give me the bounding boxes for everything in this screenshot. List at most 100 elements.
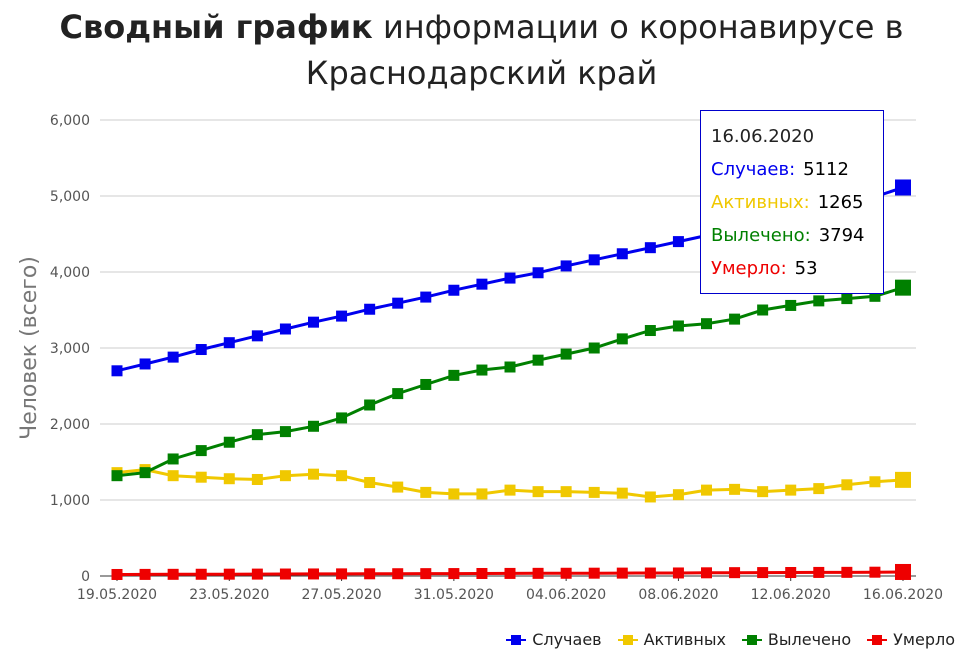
data-point: [644, 242, 656, 254]
data-point: [504, 484, 516, 496]
tooltip-row-active: Активных: 1265: [711, 189, 873, 222]
data-point: [195, 568, 207, 580]
data-point: [392, 297, 404, 309]
data-point: [895, 179, 911, 196]
tooltip-value: 53: [794, 258, 818, 279]
data-point: [251, 330, 263, 342]
y-tick-label: 4,000: [50, 265, 90, 281]
data-point: [392, 481, 404, 493]
data-point: [757, 567, 769, 579]
data-point: [448, 568, 460, 580]
data-point: [364, 399, 376, 411]
data-point: [616, 567, 628, 579]
x-tick-label: 16.06.2020: [863, 587, 943, 603]
data-point: [701, 318, 712, 330]
legend-item-active[interactable]: Активных: [617, 630, 726, 649]
data-point: [560, 260, 572, 272]
tooltip-label: Случаев:: [711, 159, 796, 180]
data-point: [532, 354, 544, 366]
data-point: [167, 453, 179, 465]
data-point: [139, 568, 151, 580]
data-point: [560, 348, 572, 360]
data-point: [364, 303, 376, 315]
legend-item-cases[interactable]: Случаев: [506, 630, 602, 649]
data-point: [139, 467, 151, 479]
data-point: [111, 470, 123, 482]
chart-title-bold: Сводный график: [59, 8, 373, 46]
y-tick-label: 1,000: [50, 493, 90, 509]
x-tick-label: 23.05.2020: [189, 587, 269, 603]
data-point: [504, 567, 516, 579]
x-tick-label: 12.06.2020: [751, 587, 831, 603]
tooltip-value: 3794: [818, 225, 865, 246]
data-point: [476, 567, 488, 579]
y-tick-label: 2,000: [50, 417, 90, 433]
data-point: [195, 445, 207, 457]
chart-legend: Случаев Активных Вылечено Умерло: [490, 630, 955, 649]
data-point: [588, 254, 600, 266]
legend-label: Случаев: [532, 630, 602, 649]
data-point: [420, 568, 432, 580]
data-point: [420, 291, 432, 303]
data-point: [701, 567, 712, 579]
x-tick-label: 08.06.2020: [638, 587, 718, 603]
y-tick-label: 3,000: [50, 341, 90, 357]
data-point: [616, 487, 628, 499]
data-point: [729, 483, 741, 495]
y-tick-label: 6,000: [50, 113, 90, 129]
y-axis-label: Человек (всего): [17, 256, 42, 440]
x-tick-label: 27.05.2020: [301, 587, 381, 603]
data-point: [588, 486, 600, 498]
data-point: [701, 484, 712, 496]
data-point: [841, 293, 853, 305]
data-point: [336, 310, 348, 322]
tooltip-row-cases: Случаев: 5112: [711, 156, 873, 189]
data-point: [560, 486, 572, 498]
data-point: [476, 278, 488, 290]
data-point: [672, 489, 684, 501]
data-point: [532, 486, 544, 498]
tooltip-row-recovered: Вылечено: 3794: [711, 222, 873, 255]
data-point: [616, 248, 628, 260]
legend-item-recovered[interactable]: Вылечено: [741, 630, 852, 649]
data-point: [757, 304, 769, 316]
data-point: [223, 337, 235, 349]
data-point: [420, 378, 432, 390]
data-point: [195, 344, 207, 356]
data-point: [111, 365, 123, 377]
data-point: [364, 568, 376, 580]
data-point: [223, 436, 235, 448]
data-point: [420, 486, 432, 498]
tooltip-date: 16.06.2020: [711, 126, 815, 147]
data-point: [869, 290, 881, 302]
y-tick-label: 5,000: [50, 189, 90, 205]
data-point: [336, 412, 348, 424]
x-tick-label: 04.06.2020: [526, 587, 606, 603]
tooltip-value: 5112: [803, 159, 849, 180]
data-point: [308, 568, 319, 580]
data-point: [785, 299, 797, 311]
chart-title-rest: информации о коронавирусе в: [372, 8, 904, 46]
legend-item-deaths[interactable]: Умерло: [867, 630, 955, 649]
data-point: [785, 567, 797, 579]
data-point: [167, 568, 179, 580]
data-point: [588, 342, 600, 354]
chart-title: Сводный график информации о коронавирусе…: [0, 4, 963, 96]
legend-swatch: [867, 634, 888, 645]
tooltip-row-deaths: Умерло: 53: [711, 255, 873, 288]
series-line: [116, 286, 904, 478]
data-point: [644, 567, 656, 579]
data-point: [813, 483, 825, 495]
data-point: [279, 470, 291, 482]
data-point: [448, 369, 460, 381]
data-point: [672, 567, 684, 579]
legend-label: Вылечено: [767, 630, 852, 649]
data-point: [279, 568, 291, 580]
data-point: [476, 488, 488, 500]
legend-label: Умерло: [893, 630, 955, 649]
data-point: [616, 333, 628, 345]
data-point: [813, 295, 825, 307]
data-point: [308, 468, 319, 480]
data-point: [279, 426, 291, 438]
